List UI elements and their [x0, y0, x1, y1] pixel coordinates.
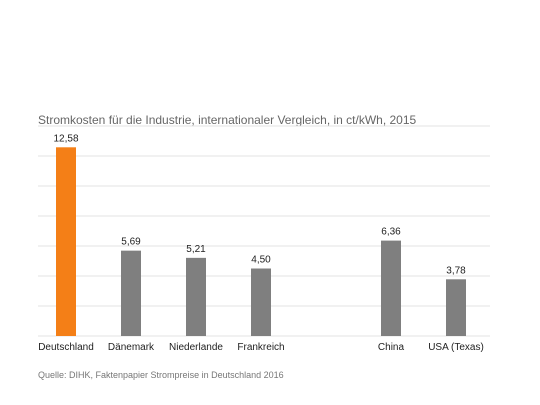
category-label: China: [378, 342, 405, 353]
value-label: 4,50: [251, 255, 271, 266]
bar: [446, 279, 466, 336]
value-label: 6,36: [381, 227, 401, 238]
value-label: 3,78: [446, 265, 466, 276]
chart-title: Stromkosten für die Industrie, internati…: [38, 113, 417, 127]
value-label: 12,58: [53, 133, 78, 144]
bar: [56, 147, 76, 336]
bar: [381, 240, 401, 336]
bar: [121, 250, 141, 336]
category-label: Deutschland: [38, 342, 94, 353]
bar: [186, 257, 206, 336]
category-label: Niederlande: [169, 342, 223, 353]
category-label: USA (Texas): [428, 342, 484, 353]
value-label: 5,69: [121, 237, 141, 248]
bar: [251, 268, 271, 336]
category-label: Dänemark: [108, 342, 155, 353]
source-note: Quelle: DIHK, Faktenpapier Strompreise i…: [38, 370, 284, 380]
value-label: 5,21: [186, 244, 206, 255]
category-label: Frankreich: [237, 342, 284, 353]
